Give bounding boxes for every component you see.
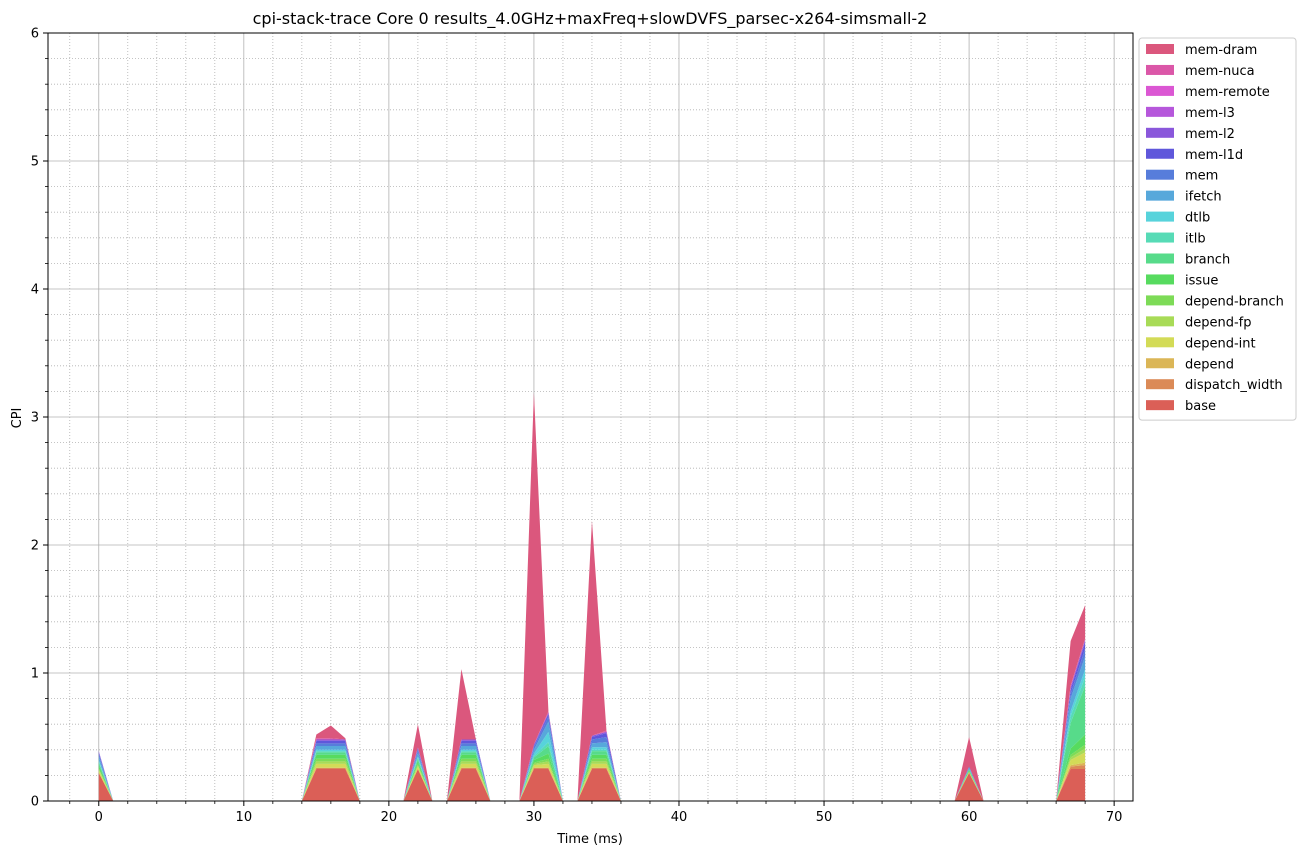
x-tick-label: 70	[1106, 810, 1123, 825]
x-tick-label: 40	[671, 810, 688, 825]
legend-swatch-ifetch	[1146, 190, 1174, 201]
area-base	[98, 769, 1086, 801]
x-tick-label: 10	[236, 810, 253, 825]
legend-swatch-issue	[1146, 274, 1174, 285]
legend-swatch-mem-dram	[1146, 44, 1174, 54]
legend-label-ifetch: ifetch	[1185, 190, 1222, 205]
legend-label-issue: issue	[1185, 273, 1218, 288]
y-tick-label: 1	[31, 667, 39, 682]
legend-label-dispatch_width: dispatch_width	[1185, 378, 1283, 393]
y-tick-label: 2	[31, 539, 39, 554]
legend-label-mem-l3: mem-l3	[1185, 106, 1235, 121]
legend-swatch-mem-nuca	[1146, 64, 1174, 75]
x-tick-label: 0	[95, 810, 103, 825]
y-axis-label: CPI	[10, 408, 25, 429]
legend-swatch-itlb	[1146, 232, 1174, 243]
legend: mem-dram mem-nuca mem-remote mem-l3 mem-l2 me…	[1138, 37, 1297, 421]
x-axis-label: Time (ms)	[556, 832, 623, 847]
legend-swatch-depend	[1146, 358, 1174, 369]
legend-label-base: base	[1185, 399, 1216, 414]
legend-label-dtlb: dtlb	[1185, 211, 1210, 226]
area-depend-fp	[98, 748, 1086, 801]
legend-swatch-mem-l1d	[1146, 148, 1174, 159]
x-tick-label: 20	[381, 810, 398, 825]
axis-ticks: 0 10 20 30 40 50 60 70 0 1 2 3 4 5 6	[31, 27, 1123, 826]
x-tick-label: 60	[961, 810, 978, 825]
legend-label-mem-dram: mem-dram	[1185, 43, 1257, 58]
area-mem-dram	[98, 392, 1086, 801]
legend-swatch-depend-int	[1146, 337, 1174, 348]
legend-label-itlb: itlb	[1185, 232, 1206, 247]
legend-box	[1138, 37, 1297, 421]
x-tick-label: 50	[816, 810, 833, 825]
legend-label-depend-branch: depend-branch	[1185, 294, 1284, 309]
legend-swatch-dtlb	[1146, 211, 1174, 222]
legend-swatch-base	[1146, 400, 1174, 411]
legend-swatch-dispatch_width	[1146, 379, 1174, 390]
legend-label-depend: depend	[1185, 357, 1234, 372]
legend-swatch-branch	[1146, 253, 1174, 264]
y-tick-label: 5	[31, 155, 39, 170]
legend-swatch-mem	[1146, 169, 1174, 180]
y-tick-label: 3	[31, 411, 39, 426]
legend-swatch-mem-l2	[1146, 127, 1174, 138]
legend-swatch-mem-remote	[1146, 85, 1174, 96]
legend-label-branch: branch	[1185, 253, 1230, 268]
legend-label-mem-remote: mem-remote	[1185, 85, 1270, 100]
legend-swatch-depend-fp	[1146, 316, 1174, 327]
y-tick-label: 4	[31, 283, 39, 298]
legend-label-mem-l2: mem-l2	[1185, 127, 1235, 142]
legend-label-depend-int: depend-int	[1185, 336, 1256, 351]
legend-label-mem-nuca: mem-nuca	[1185, 64, 1255, 79]
y-tick-label: 6	[31, 27, 39, 42]
grid	[48, 32, 1133, 802]
chart-title: cpi-stack-trace Core 0 results_4.0GHz+ma…	[253, 9, 928, 29]
stacked-areas	[98, 392, 1086, 801]
legend-swatch-depend-branch	[1146, 295, 1174, 306]
legend-swatch-mem-l3	[1146, 106, 1174, 117]
legend-label-mem: mem	[1185, 169, 1218, 184]
x-tick-label: 30	[526, 810, 543, 825]
y-tick-label: 0	[31, 795, 39, 810]
area-depend-int	[98, 752, 1086, 801]
legend-label-mem-l1d: mem-l1d	[1185, 148, 1243, 163]
legend-label-depend-fp: depend-fp	[1185, 315, 1252, 330]
